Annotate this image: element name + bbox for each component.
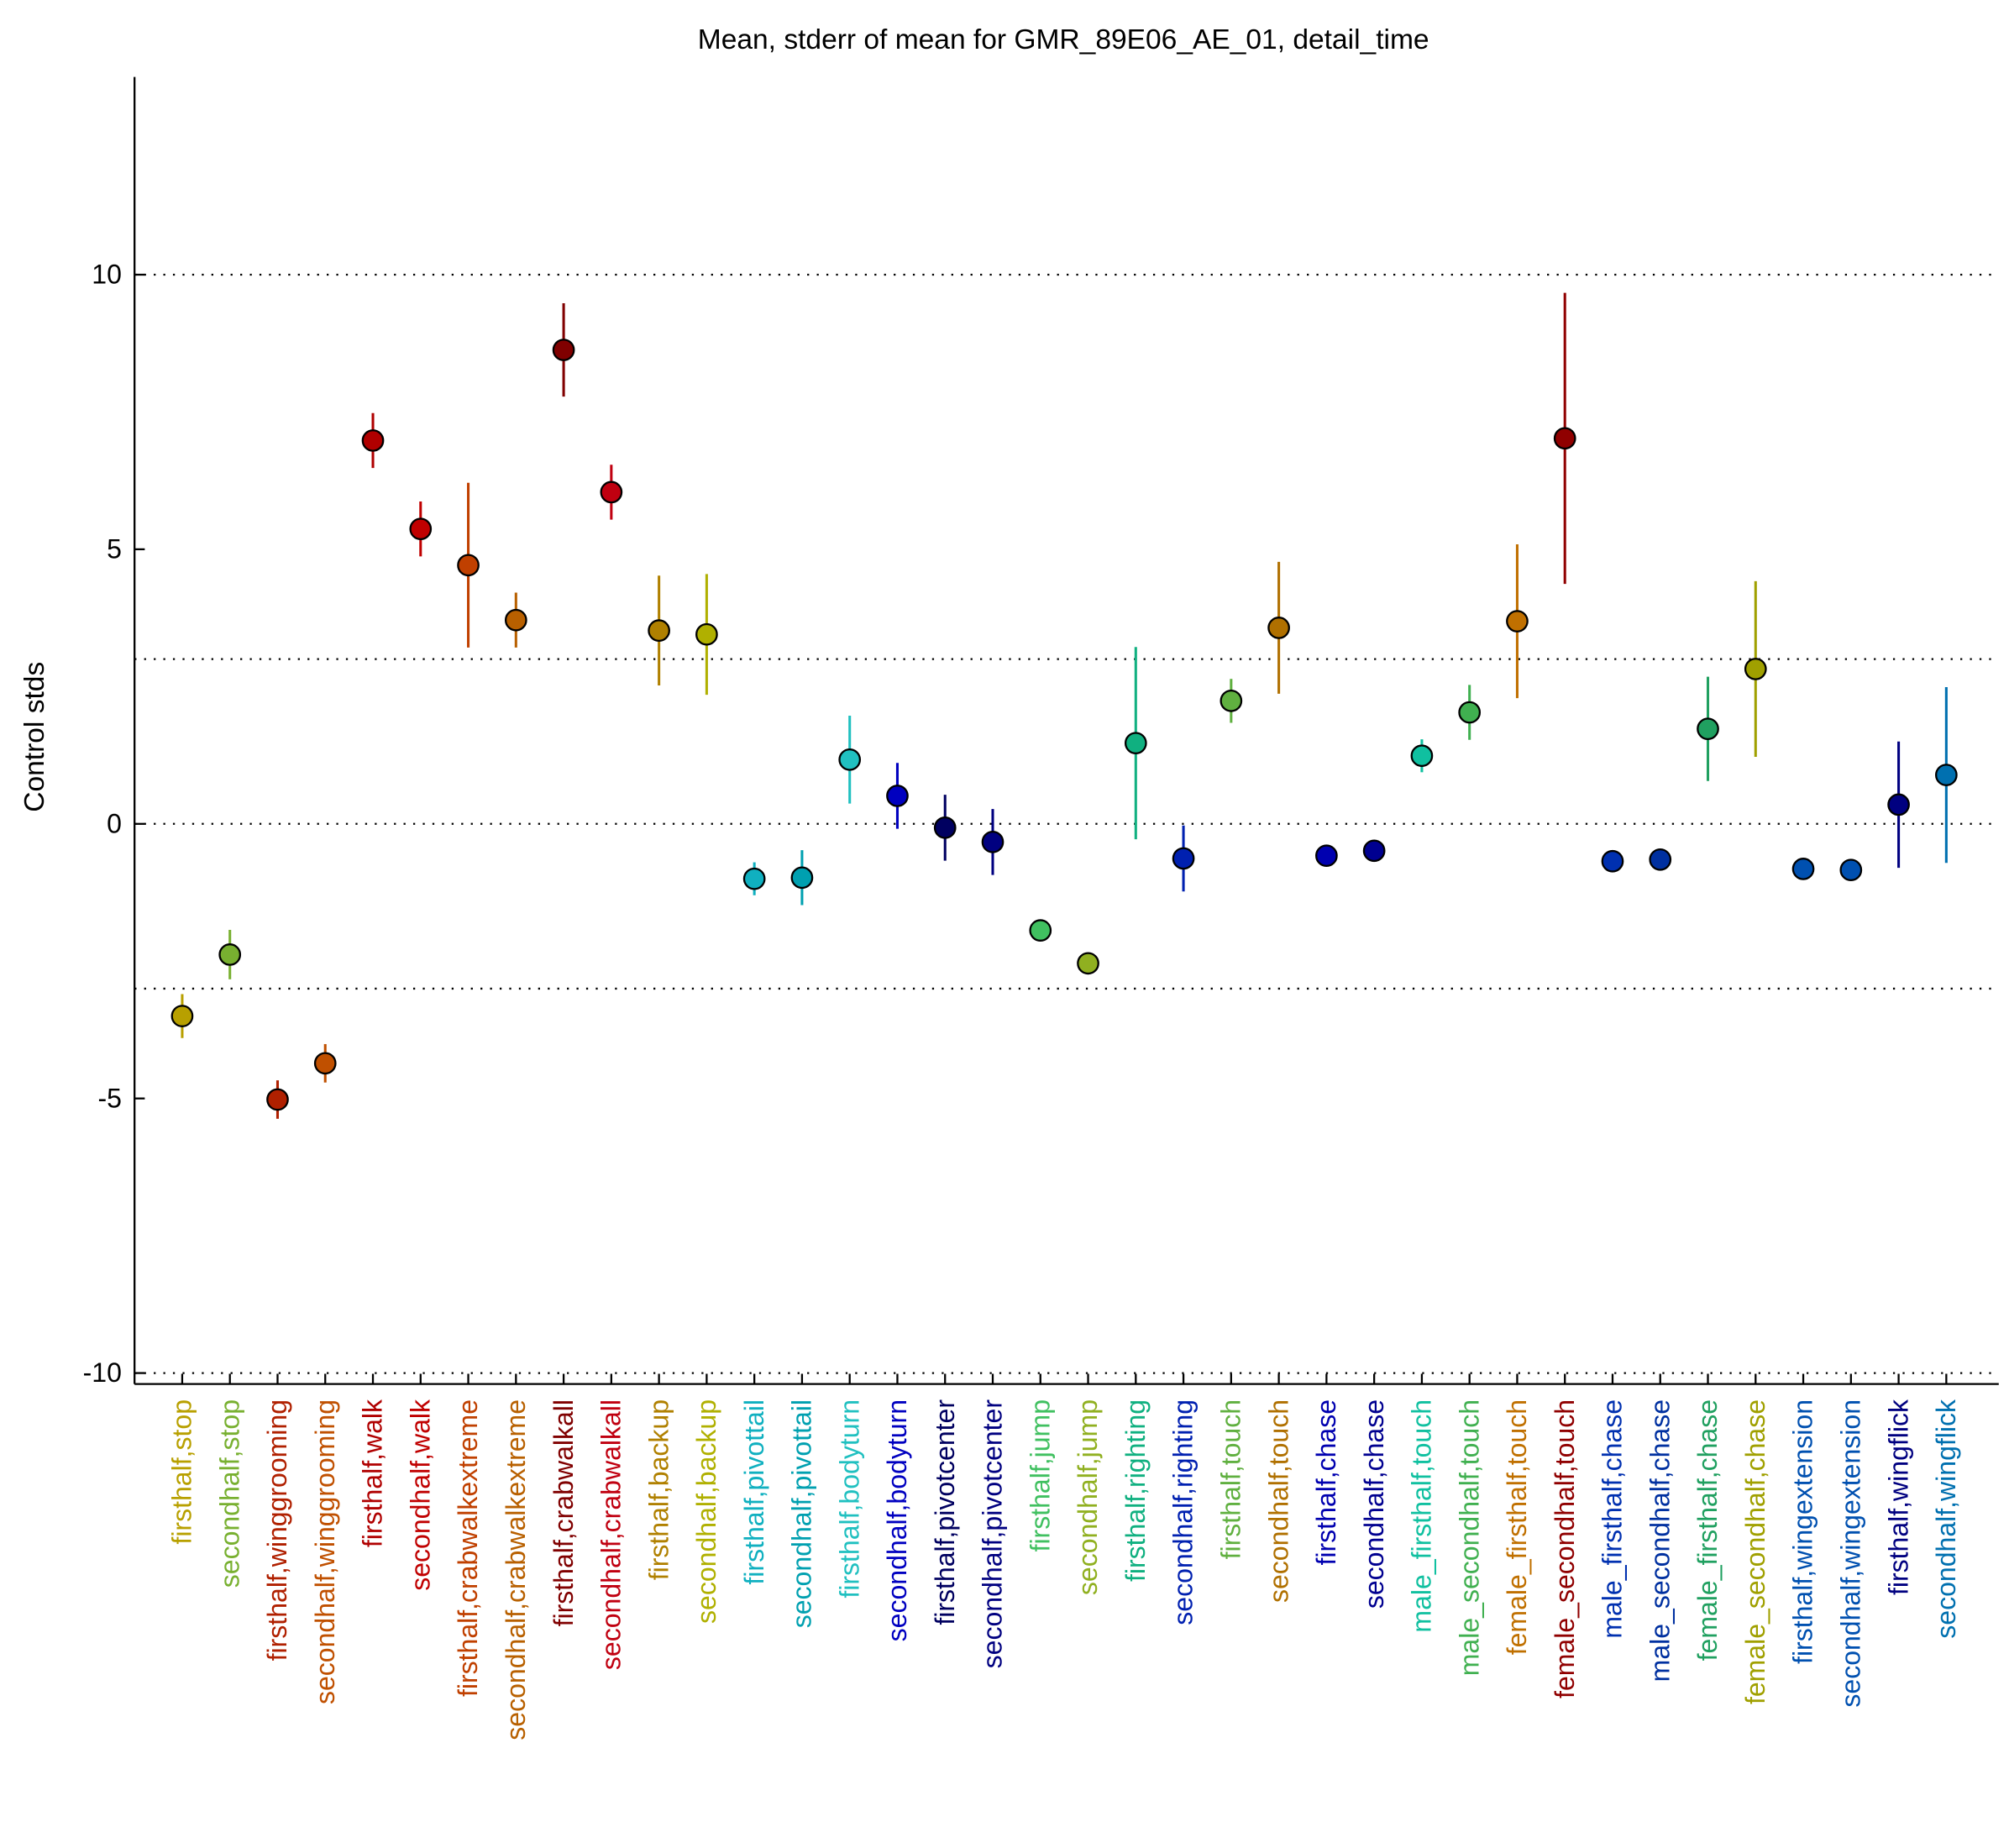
x-tick-label: firsthalf,chase [1311, 1399, 1341, 1566]
x-tick-label: firsthalf,jump [1025, 1399, 1055, 1551]
mean-marker [313, 1052, 337, 1075]
x-tick-label: firsthalf,wingextension [1788, 1399, 1818, 1664]
y-tick-label: -10 [83, 1357, 122, 1388]
mean-marker [1935, 764, 1958, 786]
x-tick-label: secondhalf,stop [214, 1399, 244, 1588]
mean-marker [266, 1088, 289, 1111]
x-tick-label: firsthalf,stop [167, 1399, 197, 1545]
mean-marker [1649, 848, 1672, 871]
mean-marker [1029, 919, 1052, 942]
mean-marker [1887, 793, 1910, 816]
mean-marker [457, 554, 480, 577]
mean-marker [648, 619, 670, 643]
x-tick-label: firsthalf,bodyturn [834, 1399, 864, 1599]
x-tick-label: secondhalf,wingextension [1835, 1399, 1865, 1708]
mean-marker [1553, 427, 1576, 450]
y-axis-label: Control stds [19, 662, 50, 812]
x-tick-label: secondhalf,chase [1359, 1399, 1389, 1609]
mean-marker [1077, 952, 1099, 975]
mean-marker [600, 480, 623, 504]
mean-marker [409, 517, 433, 541]
x-tick-label: firsthalf,pivottail [739, 1399, 769, 1585]
mean-marker [886, 785, 909, 807]
mean-marker [1458, 701, 1482, 724]
x-tick-label: secondhalf,backup [691, 1399, 721, 1624]
mean-marker [1220, 689, 1243, 712]
x-tick-label: firsthalf,winggrooming [262, 1399, 292, 1661]
mean-marker [1506, 610, 1529, 633]
x-tick-label: firsthalf,crabwalkextreme [453, 1399, 483, 1697]
mean-marker [1315, 844, 1338, 868]
x-tick-label: male_secondhalf,chase [1644, 1399, 1675, 1682]
mean-marker [552, 339, 575, 361]
x-tick-label: secondhalf,pivottail [787, 1399, 817, 1628]
x-tick-label: secondhalf,touch [1263, 1399, 1293, 1603]
mean-marker [1839, 858, 1863, 882]
y-tick-label: 5 [107, 534, 122, 564]
y-tick-label: -5 [97, 1083, 121, 1113]
mean-marker [218, 943, 242, 966]
mean-marker [1267, 617, 1290, 639]
mean-marker [1362, 839, 1386, 863]
mean-marker [1744, 658, 1767, 680]
x-tick-label: firsthalf,righting [1120, 1399, 1151, 1582]
mean-marker [1697, 717, 1719, 741]
mean-marker [695, 622, 718, 646]
x-tick-label: female_firsthalf,touch [1502, 1399, 1532, 1655]
x-tick-label: secondhalf,winggrooming [310, 1399, 340, 1704]
x-tick-label: secondhalf,pivotcenter [978, 1399, 1008, 1669]
mean-marker [933, 816, 957, 839]
mean-marker [1172, 847, 1195, 870]
x-tick-label: secondhalf,wingflick [1931, 1399, 1961, 1639]
mean-marker [1410, 744, 1434, 768]
x-tick-label: secondhalf,crabwalkall [596, 1399, 627, 1670]
mean-marker [838, 748, 862, 771]
mean-marker [1601, 849, 1624, 873]
mean-marker [742, 867, 766, 890]
chart-title: Mean, stderr of mean for GMR_89E06_AE_01… [698, 24, 1429, 55]
x-tick-label: secondhalf,crabwalkextreme [501, 1399, 531, 1740]
mean-marker [170, 1005, 194, 1027]
mean-marker [981, 831, 1004, 853]
x-tick-label: firsthalf,crabwalkall [548, 1399, 579, 1626]
x-tick-label: firsthalf,wingflick [1883, 1399, 1913, 1595]
x-tick-label: secondhalf,bodyturn [882, 1399, 912, 1641]
x-tick-label: firsthalf,pivotcenter [930, 1399, 960, 1625]
y-tick-label: 0 [107, 808, 122, 838]
x-tick-label: male_firsthalf,touch [1407, 1399, 1437, 1633]
x-tick-label: female_secondhalf,touch [1550, 1399, 1580, 1698]
mean-marker [361, 429, 385, 452]
mean-marker [504, 608, 527, 632]
x-tick-label: female_firsthalf,chase [1692, 1399, 1723, 1661]
x-tick-label: secondhalf,walk [405, 1399, 435, 1591]
x-tick-label: firsthalf,walk [358, 1399, 388, 1547]
x-tick-label: firsthalf,touch [1216, 1399, 1246, 1559]
x-tick-label: male_firsthalf,chase [1597, 1399, 1628, 1639]
x-tick-label: firsthalf,backup [643, 1399, 674, 1580]
x-tick-label: female_secondhalf,chase [1740, 1399, 1770, 1704]
mean-marker [1791, 858, 1815, 880]
y-tick-label: 10 [92, 260, 122, 290]
mean-marker [790, 866, 814, 890]
mean-marker [1124, 732, 1147, 755]
x-tick-label: secondhalf,righting [1168, 1399, 1199, 1625]
x-tick-label: secondhalf,jump [1073, 1399, 1103, 1595]
x-tick-label: male_secondhalf,touch [1454, 1399, 1484, 1676]
